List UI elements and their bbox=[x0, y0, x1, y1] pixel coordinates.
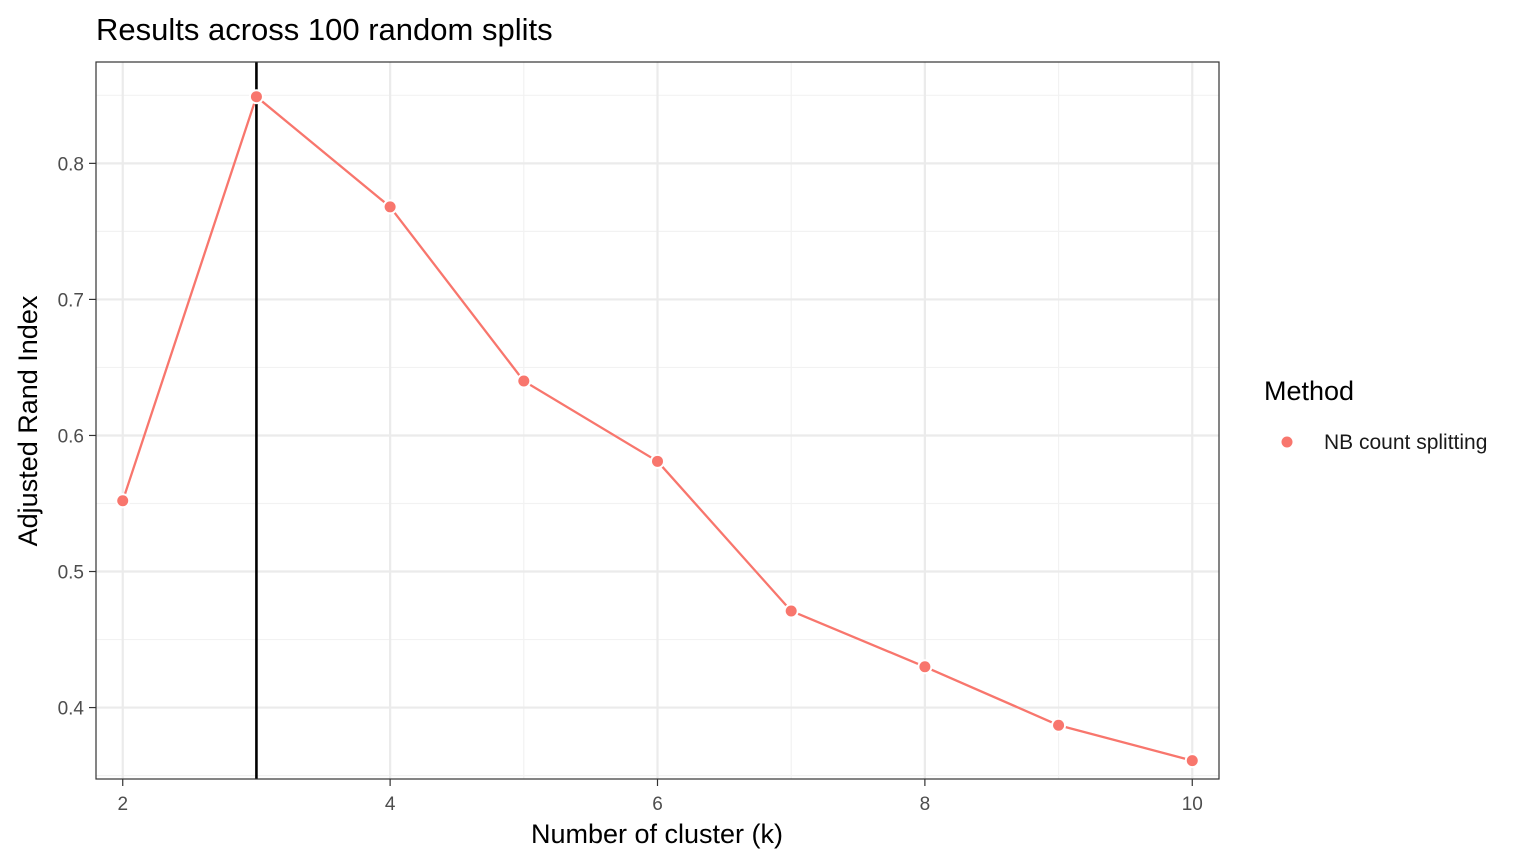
x-tick-label: 8 bbox=[920, 794, 931, 815]
data-point bbox=[919, 661, 931, 673]
y-tick-label: 0.4 bbox=[58, 699, 85, 720]
data-point bbox=[652, 455, 663, 467]
major-gridlines bbox=[96, 62, 1219, 779]
data-point bbox=[1053, 719, 1065, 731]
x-axis-title: Number of cluster (k) bbox=[531, 819, 783, 849]
x-tick-label: 4 bbox=[385, 794, 396, 815]
y-axis: 0.4 0.5 0.6 0.7 0.8 bbox=[58, 154, 96, 720]
data-point bbox=[785, 605, 797, 617]
x-tick-label: 10 bbox=[1182, 794, 1203, 815]
y-tick-label: 0.8 bbox=[58, 154, 84, 175]
data-point bbox=[518, 375, 530, 387]
x-tick-label: 6 bbox=[652, 794, 663, 815]
chart-title: Results across 100 random splits bbox=[96, 12, 553, 47]
y-axis-title: Adjusted Rand Index bbox=[13, 295, 43, 546]
legend-entries: NB count splitting bbox=[1281, 431, 1487, 454]
data-point bbox=[384, 201, 396, 213]
x-tick-label: 2 bbox=[117, 794, 128, 815]
y-tick-label: 0.5 bbox=[58, 563, 84, 584]
data-point bbox=[117, 495, 129, 507]
data-point bbox=[250, 91, 262, 103]
y-tick-label: 0.6 bbox=[58, 426, 84, 447]
y-tick-label: 0.7 bbox=[58, 290, 84, 311]
data-point bbox=[1186, 755, 1198, 767]
legend-title: Method bbox=[1264, 376, 1354, 406]
legend: Method NB count splitting bbox=[1264, 376, 1487, 454]
series-layer bbox=[115, 89, 1200, 769]
x-axis: 2 4 6 8 10 bbox=[117, 779, 1203, 815]
legend-key bbox=[1281, 436, 1293, 448]
legend-label: NB count splitting bbox=[1324, 431, 1487, 454]
